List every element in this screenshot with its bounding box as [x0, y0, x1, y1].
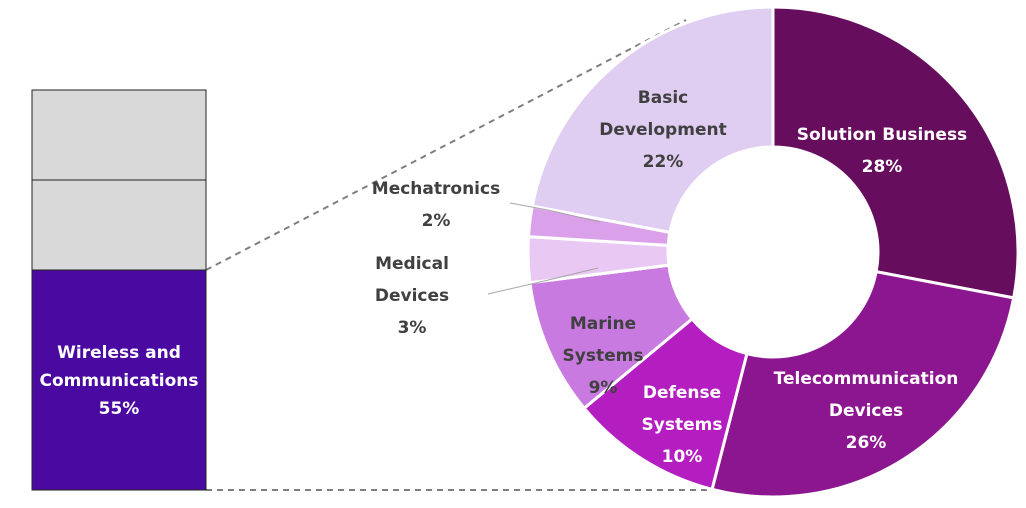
bar-segment-other-1: [31, 179, 207, 271]
pie-label: Development: [599, 120, 726, 140]
pie-label: Devices: [829, 401, 903, 421]
pie-label: Marine: [570, 314, 636, 334]
pie-label: Solution Business: [797, 125, 967, 145]
pie-label: 2%: [422, 211, 451, 231]
pie-label: Defense: [643, 383, 721, 403]
leader-line-mechatronics: [509, 202, 601, 223]
bar-segment-other-2: [31, 89, 207, 181]
bar-label: Communications: [39, 371, 198, 391]
bar-segment-wireless-and-communications: [31, 269, 207, 491]
pie-label: Medical: [375, 254, 449, 274]
pie-label: 10%: [662, 447, 703, 467]
pie-label: 22%: [643, 152, 684, 172]
bar-label: 55%: [99, 399, 140, 419]
pie-label: 26%: [846, 433, 887, 453]
pie-label: Devices: [375, 286, 449, 306]
pie-label: Systems: [642, 415, 723, 435]
pie-label: Systems: [563, 346, 644, 366]
connector-line-top: [205, 19, 687, 271]
pie-slice-basic-development: [530, 5, 775, 235]
pie-label: 9%: [589, 378, 618, 398]
bar-label: Wireless and: [57, 343, 181, 363]
pie-label: Mechatronics: [372, 179, 500, 199]
leader-line-medical-devices: [487, 267, 599, 295]
pie-label: Basic: [638, 88, 688, 108]
pie-slice-solution-business: [771, 5, 1020, 300]
pie-label: 28%: [862, 157, 903, 177]
pie-label: 3%: [398, 318, 427, 338]
pie-label: Telecommunication: [774, 369, 959, 389]
pie-slice-telecommunication-devices: [710, 269, 1016, 499]
